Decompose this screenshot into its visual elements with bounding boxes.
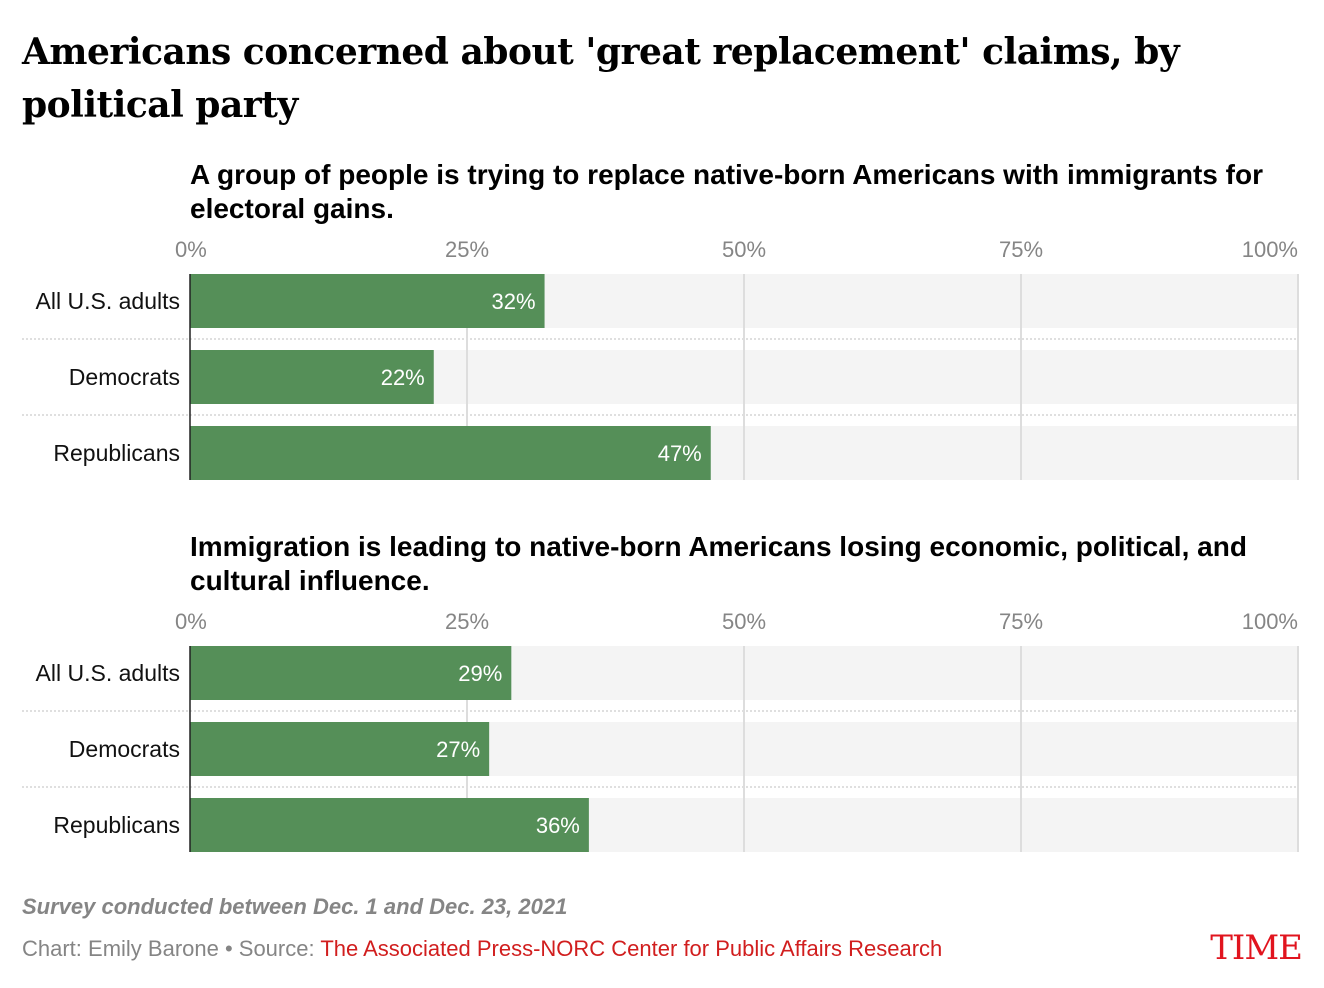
bar: [190, 722, 490, 776]
chart-credit: Chart: Emily Barone • Source: The Associ…: [22, 936, 942, 962]
x-tick-label: 50%: [722, 237, 766, 262]
x-tick-label: 25%: [445, 609, 489, 634]
category-label: All U.S. adults: [36, 288, 180, 314]
category-label: Democrats: [69, 364, 180, 390]
x-tick-label: 0%: [175, 609, 207, 634]
survey-note: Survey conducted between Dec. 1 and Dec.…: [22, 894, 568, 919]
x-tick-label: 25%: [445, 237, 489, 262]
category-label: All U.S. adults: [36, 660, 180, 686]
bar: [190, 274, 545, 328]
x-tick-label: 50%: [722, 609, 766, 634]
bar: [190, 426, 711, 480]
x-tick-label: 75%: [999, 609, 1043, 634]
value-label: 22%: [381, 365, 425, 390]
x-tick-label: 75%: [999, 237, 1043, 262]
panel-2-bar-chart: 0% 25% 50% 75% 100% All U.S. adults 29% Democra…: [22, 609, 1299, 852]
bar: [190, 646, 512, 700]
source-link[interactable]: The Associated Press-NORC Center for Pub…: [320, 936, 943, 961]
credit-text: Chart: Emily Barone • Source:: [22, 936, 321, 961]
value-label: 47%: [658, 441, 702, 466]
category-label: Republicans: [53, 812, 180, 838]
value-label: 29%: [458, 661, 502, 686]
x-tick-label: 100%: [1242, 609, 1298, 634]
x-tick-label: 100%: [1242, 237, 1298, 262]
bar: [190, 350, 434, 404]
category-label: Democrats: [69, 736, 180, 762]
value-label: 36%: [536, 813, 580, 838]
panel-2-title: Immigration is leading to native-born Am…: [190, 531, 1247, 596]
bar: [190, 798, 589, 852]
value-label: 27%: [436, 737, 480, 762]
panel-1-title: A group of people is trying to replace n…: [190, 159, 1263, 224]
time-logo: TIME: [1210, 928, 1303, 968]
value-label: 32%: [492, 289, 536, 314]
chart-title: Americans concerned about 'great replace…: [22, 31, 1180, 126]
x-tick-label: 0%: [175, 237, 207, 262]
category-label: Republicans: [53, 440, 180, 466]
panel-1-bar-chart: 0% 25% 50% 75% 100% All U.S. adults 32% Democra…: [22, 237, 1299, 480]
